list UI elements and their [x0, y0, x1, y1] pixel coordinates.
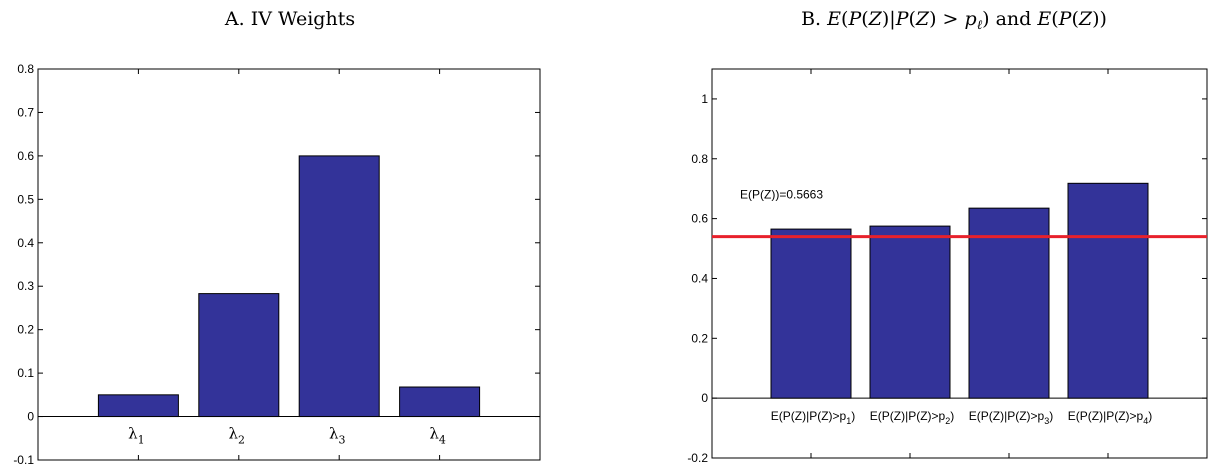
y-tick-label: 0.7: [17, 105, 34, 119]
bar-2: [198, 293, 280, 418]
category-label: λ1: [128, 425, 145, 447]
axes-frame: [711, 68, 1208, 459]
y-tick-label: 0.2: [691, 331, 708, 345]
bar-4: [1067, 182, 1149, 399]
panel-a-plot-area: -0.1 0 0.1 0.2 0.3 0.4 0.5 0.6 0.7 0.8 λ1 λ2 λ3 λ4: [13, 62, 541, 467]
y-tick-label: 0.8: [691, 152, 708, 166]
y-tick-label: 0.4: [17, 236, 34, 250]
y-tick-label: 0: [701, 391, 708, 405]
category-label: λ4: [429, 425, 446, 447]
y-tick-label: 0: [27, 410, 34, 424]
y-tick-label: 0.8: [17, 62, 34, 76]
category-label: E(P(Z)|P(Z)>p2): [870, 409, 954, 426]
panel-a-title: A. IV Weights: [224, 8, 355, 30]
y-tick-label: 0.1: [17, 366, 34, 380]
bar-3: [298, 155, 380, 418]
bar-3: [968, 207, 1050, 399]
bar-1: [97, 394, 179, 418]
category-label: E(P(Z)|P(Z)>p3): [969, 409, 1053, 426]
bar-2: [869, 225, 951, 399]
reference-line-label: E(P(Z))=0.5663: [740, 188, 823, 202]
category-label: λ3: [329, 425, 346, 447]
y-tick-label: 0.3: [17, 279, 34, 293]
category-label: λ2: [229, 425, 246, 447]
y-tick-label: -0.1: [13, 453, 34, 467]
y-tick-label: 0.6: [691, 212, 708, 226]
bar-4: [399, 386, 481, 418]
y-tick-label: 0.5: [17, 192, 34, 206]
bar-1: [770, 228, 852, 399]
y-tick-label: -0.2: [687, 451, 708, 465]
y-tick-label: 1: [701, 92, 708, 106]
y-tick-label: 0.6: [17, 149, 34, 163]
panel-b-title: B. E(P(Z)|P(Z) > pℓ) and E(P(Z)): [801, 8, 1107, 33]
category-label: E(P(Z)|P(Z)>p4): [1068, 409, 1152, 426]
y-tick-label: 0.4: [691, 271, 708, 285]
panel-b-plot-area: -0.2 0 0.2 0.4 0.6 0.8 1 E(P(Z)|P(Z)>p1) E(P(Z)|…: [687, 68, 1208, 465]
axes-frame: [37, 68, 541, 461]
y-tick-label: 0.2: [17, 323, 34, 337]
category-label: E(P(Z)|P(Z)>p1): [771, 409, 855, 426]
panel-b-expectations: B. E(P(Z)|P(Z) > pℓ) and E(P(Z)) -0.2 0 0.…: [687, 8, 1208, 465]
panel-a-iv-weights: A. IV Weights -0.1 0 0.1 0.2 0.3 0.4 0.5 0.6 0.7…: [13, 8, 541, 467]
